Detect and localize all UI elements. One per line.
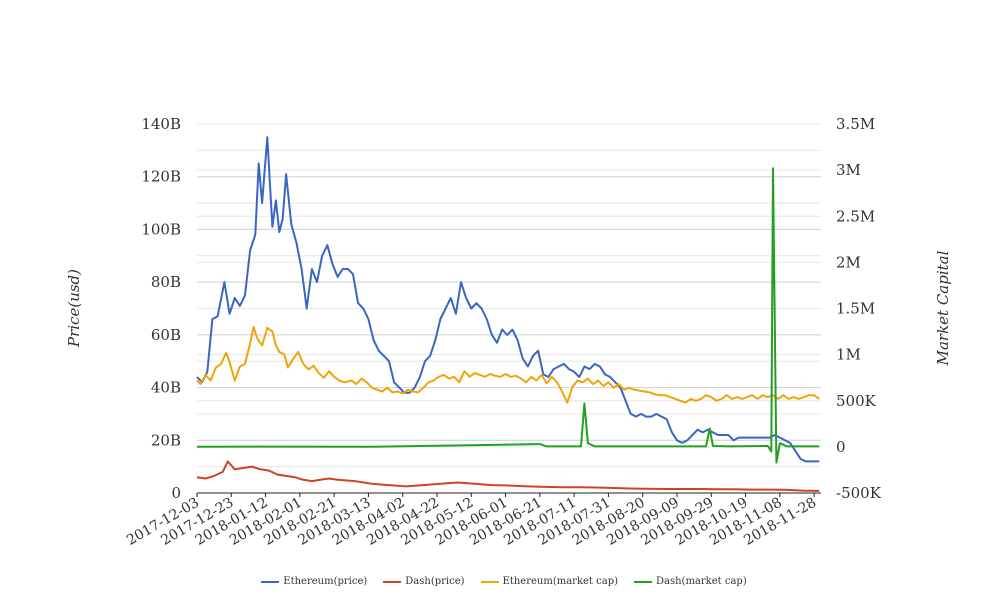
- series-layer: [196, 136, 820, 492]
- legend-label: Dash(market cap): [656, 576, 747, 587]
- y2-tick-label: 1.5M: [836, 300, 875, 318]
- x-axis-ticks: 2017-12-032017-12-232018-01-122018-02-01…: [124, 493, 819, 549]
- legend-label: Ethereum(price): [283, 576, 368, 587]
- y-tick-label: 40B: [151, 379, 181, 397]
- series-line-dash-price: [196, 460, 820, 492]
- chart-legend: Ethereum(price) Dash(price) Ethereum(marke…: [0, 576, 1008, 587]
- y2-tick-label: 0: [836, 438, 846, 456]
- y2-tick-label: 1M: [836, 346, 861, 364]
- y-tick-label: 80B: [151, 273, 181, 291]
- y2-tick-label: 500K: [836, 392, 877, 410]
- legend-swatch: [634, 580, 652, 583]
- y2-axis-title: Market Capital: [934, 250, 952, 366]
- series-line-ethereum-price: [196, 136, 820, 463]
- legend-swatch: [480, 580, 499, 583]
- series-line-ethereum-market-cap: [196, 325, 820, 404]
- y-tick-label: 140B: [141, 115, 181, 133]
- legend-swatch: [261, 580, 280, 583]
- y-tick-label: 0: [171, 484, 181, 502]
- right-axis-ticks: -500K 0 500K 1M 1.5M 2M 2.5M 3M 3.5M: [836, 115, 882, 502]
- y-tick-label: 60B: [151, 326, 181, 344]
- y-tick-label: 120B: [141, 168, 181, 186]
- legend-item[interactable]: Ethereum(price): [261, 576, 367, 587]
- legend-label: Dash(price): [405, 576, 465, 587]
- left-axis-ticks: 0 20B 40B 60B 80B 100B 120B 140B: [141, 115, 181, 502]
- legend-label: Ethereum(market cap): [502, 576, 618, 587]
- y-tick-label: 20B: [151, 431, 181, 449]
- legend-item[interactable]: Dash(market cap): [634, 576, 747, 587]
- y-tick-label: 100B: [141, 220, 181, 238]
- legend-item[interactable]: Ethereum(market cap): [480, 576, 618, 587]
- series-line-dash-market-cap: [196, 167, 820, 464]
- grid-lines: [197, 123, 821, 468]
- y2-tick-label: -500K: [836, 484, 882, 502]
- y2-tick-label: 3M: [836, 161, 861, 179]
- y2-tick-label: 2.5M: [836, 207, 875, 225]
- y2-tick-label: 2M: [836, 253, 861, 271]
- legend-item[interactable]: Dash(price): [383, 576, 465, 587]
- legend-swatch: [383, 580, 402, 583]
- y-axis-title: Price(usd): [65, 269, 83, 348]
- y2-tick-label: 3.5M: [836, 115, 875, 133]
